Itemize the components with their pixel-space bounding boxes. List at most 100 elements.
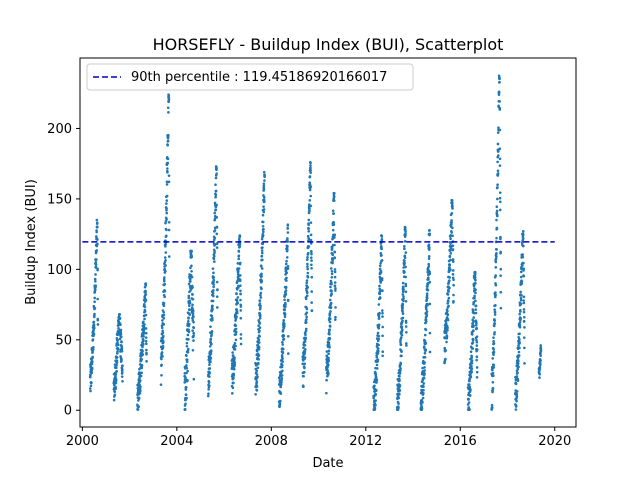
data-point [260, 237, 264, 241]
data-point [403, 261, 406, 265]
data-point [404, 275, 407, 279]
data-point [329, 310, 332, 313]
data-point [310, 301, 313, 304]
data-point [498, 208, 502, 212]
data-point [521, 237, 525, 241]
data-point [492, 342, 496, 345]
data-point [260, 254, 264, 258]
data-point [475, 321, 478, 325]
data-point [444, 349, 448, 352]
data-point [425, 310, 429, 313]
data-point [493, 310, 497, 314]
data-point [471, 347, 475, 350]
data-point [474, 291, 477, 295]
x-tick-label: 2000 [66, 434, 99, 449]
data-point [90, 369, 93, 373]
data-point [496, 131, 500, 134]
data-point [497, 90, 501, 94]
data-point [286, 265, 290, 268]
data-point [94, 279, 97, 283]
data-point [450, 211, 454, 215]
data-point [167, 94, 171, 98]
data-point [470, 359, 474, 362]
data-point [493, 308, 496, 311]
data-point [94, 273, 97, 276]
data-point [446, 318, 450, 322]
data-point [305, 294, 309, 298]
data-point [141, 353, 145, 356]
data-point [189, 289, 192, 292]
data-point [260, 272, 263, 276]
data-point [332, 223, 336, 226]
data-point [498, 191, 502, 194]
data-point [233, 358, 236, 362]
data-point [428, 302, 432, 306]
data-point [115, 361, 119, 365]
data-point [310, 309, 314, 312]
data-point [495, 255, 498, 259]
data-point [521, 255, 525, 259]
data-point [91, 348, 95, 351]
data-point [375, 367, 379, 370]
data-point [260, 279, 264, 283]
data-point [449, 237, 452, 241]
data-point [378, 292, 382, 296]
data-point [309, 233, 313, 237]
data-point [491, 386, 495, 390]
data-point [281, 343, 285, 346]
data-point [400, 325, 404, 329]
data-point [515, 375, 519, 378]
data-point [284, 262, 288, 266]
data-point [304, 348, 307, 351]
data-point [374, 375, 378, 379]
data-point [212, 276, 216, 279]
data-point [375, 388, 378, 392]
data-point [258, 335, 261, 338]
data-point [444, 321, 448, 325]
data-point [121, 368, 124, 371]
data-point [492, 353, 495, 356]
data-point [304, 297, 308, 301]
data-point [262, 205, 265, 208]
x-axis: 2000 2004 2008 2012 2016 2020 [66, 427, 571, 449]
data-point [238, 245, 242, 248]
data-point [376, 352, 380, 355]
data-point [448, 249, 452, 252]
data-point [497, 93, 501, 96]
data-point [445, 335, 449, 338]
data-point [375, 355, 379, 359]
data-point [208, 344, 212, 348]
data-point [140, 363, 144, 367]
data-point [333, 270, 337, 274]
data-point [403, 259, 406, 263]
data-point [333, 318, 337, 321]
data-point [116, 348, 120, 351]
data-point [188, 277, 192, 281]
data-point [515, 399, 518, 403]
data-point [282, 334, 286, 338]
data-point [399, 367, 402, 370]
data-point [422, 388, 425, 392]
data-point [239, 337, 243, 340]
data-point [164, 259, 167, 262]
data-point [214, 193, 218, 197]
data-point [236, 269, 240, 273]
data-point [280, 381, 283, 384]
data-point [381, 311, 384, 315]
data-point [333, 275, 337, 279]
data-point [163, 276, 166, 279]
data-point [184, 393, 188, 396]
data-point [399, 362, 403, 366]
chart-title: HORSEFLY - Buildup Index (BUI), Scatterp… [153, 35, 504, 54]
data-point [494, 304, 497, 307]
data-point [283, 308, 287, 311]
data-point [449, 258, 452, 262]
data-point [305, 281, 309, 285]
data-point [207, 381, 211, 384]
data-point [280, 376, 284, 380]
data-point [475, 338, 478, 342]
data-point [471, 341, 475, 344]
data-point [404, 321, 408, 324]
data-point [514, 378, 518, 382]
data-point [334, 315, 337, 319]
